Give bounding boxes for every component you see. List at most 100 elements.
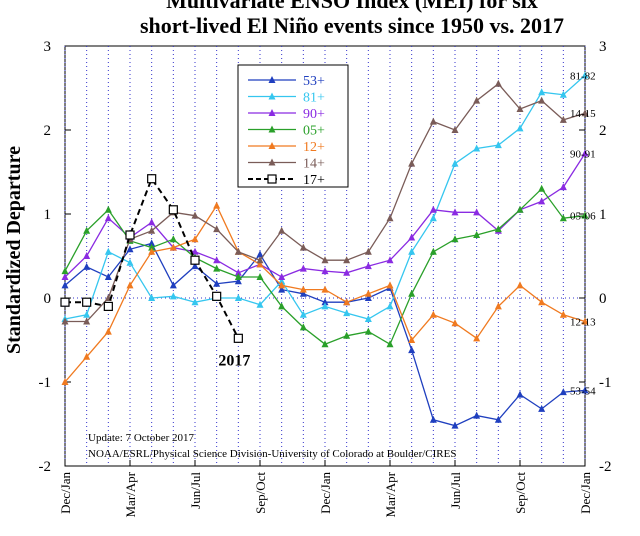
x-tick-label: Dec/Jan (578, 472, 593, 514)
data-point (408, 289, 416, 297)
data-point (278, 281, 286, 289)
x-tick-label: Mar/Apr (123, 471, 138, 517)
data-point (386, 256, 394, 264)
data-point (126, 281, 134, 289)
data-point (429, 415, 437, 423)
data-point (429, 310, 437, 318)
data-point (147, 174, 157, 184)
x-tick-label: Jun/Jul (188, 472, 203, 509)
data-point (451, 319, 459, 327)
data-point (321, 256, 329, 264)
legend-marker (268, 125, 276, 133)
legend-label: 81+ (303, 91, 325, 106)
data-point (408, 159, 416, 167)
data-point (83, 252, 91, 259)
data-point (364, 294, 372, 301)
data-point (213, 256, 221, 264)
data-point (83, 226, 91, 234)
y-tick-label-left: 1 (44, 207, 52, 223)
data-point (386, 214, 394, 222)
data-point (581, 211, 589, 219)
data-point (473, 411, 481, 419)
data-point (234, 273, 242, 280)
legend-label: 14+ (303, 157, 325, 172)
data-point (494, 225, 502, 233)
data-point (538, 404, 546, 412)
end-label: 81-82 (570, 70, 596, 82)
end-label: 2017 (218, 352, 250, 369)
x-tick-label: Sep/Oct (253, 472, 268, 514)
data-point (61, 281, 69, 289)
x-tick-label: Dec/Jan (58, 472, 73, 514)
data-point (559, 310, 567, 318)
data-point (321, 298, 329, 306)
end-label: 12-13 (570, 317, 596, 329)
data-point (191, 235, 199, 243)
legend-label: 05+ (303, 124, 325, 139)
data-point (256, 300, 264, 308)
data-point (343, 309, 351, 317)
data-point (213, 264, 221, 272)
legend-marker (267, 174, 277, 184)
data-point (234, 268, 242, 276)
data-point (451, 126, 459, 133)
data-point (234, 294, 242, 301)
end-label: 90-91 (570, 149, 596, 161)
data-point (321, 302, 329, 310)
data-point (451, 159, 459, 167)
data-point (364, 289, 372, 297)
data-point (212, 291, 222, 301)
legend-label: 17+ (303, 173, 325, 188)
data-point (190, 255, 200, 265)
data-point (473, 96, 481, 104)
data-point (451, 421, 459, 429)
data-point (148, 243, 156, 251)
data-point (516, 124, 524, 132)
data-point (559, 183, 567, 191)
y-tick-label-right: -2 (599, 459, 612, 475)
data-point (278, 302, 286, 310)
data-point (61, 273, 69, 280)
data-point (559, 214, 567, 222)
data-point (473, 334, 481, 342)
data-point (321, 267, 329, 275)
legend-box (237, 64, 349, 188)
data-point (581, 71, 589, 79)
legend-label: 53+ (303, 74, 325, 89)
data-point (104, 214, 112, 222)
data-point (343, 256, 351, 264)
legend-marker (268, 158, 276, 166)
data-point (191, 211, 199, 219)
legend-marker (268, 142, 276, 149)
chart-subtitle: short-lived El Niño events since 1950 vs… (140, 13, 564, 38)
data-point (61, 378, 69, 385)
data-point (256, 250, 264, 258)
legend: 53+ 81+90+ 05+12+ 14+17+ (237, 64, 349, 188)
data-point (299, 289, 307, 297)
data-point (581, 149, 589, 157)
data-point (191, 247, 199, 255)
data-point (343, 298, 351, 306)
data-point (364, 262, 372, 270)
data-point (233, 333, 243, 343)
x-tick-label: Dec/Jan (318, 472, 333, 514)
data-point (581, 317, 589, 325)
data-point (321, 340, 329, 348)
data-point (169, 281, 177, 289)
data-point (278, 273, 286, 280)
data-point (169, 292, 177, 300)
data-point (408, 247, 416, 255)
data-point (83, 352, 91, 360)
chart-title: Multivariate ENSO Index (MEI) for six (166, 0, 538, 13)
data-point (191, 262, 199, 270)
data-point (278, 226, 286, 234)
series-14: 14-15 (61, 79, 596, 325)
data-point (386, 302, 394, 310)
end-label: 05-06 (570, 211, 596, 223)
data-point (60, 297, 70, 307)
data-point (299, 243, 307, 251)
data-point (148, 294, 156, 301)
legend-marker (268, 76, 276, 83)
y-tick-label-left: 3 (44, 39, 52, 55)
